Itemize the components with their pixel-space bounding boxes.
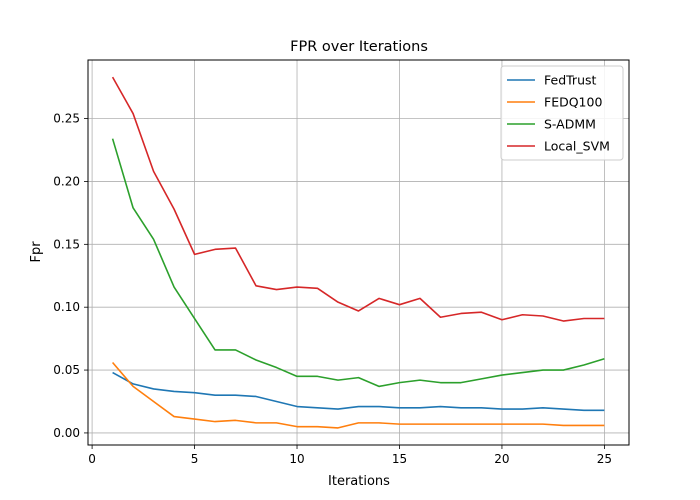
series-group [111, 76, 605, 429]
x-tick-label: 15 [392, 452, 407, 466]
x-tick-label: 0 [88, 452, 96, 466]
series-line-s-admm [111, 138, 605, 388]
legend: FedTrust FEDQ100 S-ADMM Local_SVM [500, 65, 624, 161]
series-line-local-svm [111, 76, 605, 322]
legend-label-fedtrust: FedTrust [544, 73, 597, 88]
y-axis-label: Fpr [29, 241, 44, 263]
plot-frame [87, 59, 630, 446]
y-tick-label: 0.25 [53, 112, 80, 126]
y-tick-label: 0.05 [53, 363, 80, 377]
chart-title: FPR over Iterations [290, 39, 428, 55]
legend-label-s-admm: S-ADMM [544, 117, 596, 132]
y-axis: 0.00 0.05 0.10 0.15 0.20 0.25 [53, 112, 88, 440]
legend-label-fedq100: FEDQ100 [544, 95, 602, 110]
x-tick-label: 10 [289, 452, 304, 466]
legend-box [500, 65, 624, 161]
series-line-fedtrust [112, 371, 605, 412]
legend-label-local-svm: Local_SVM [544, 139, 610, 154]
y-tick-label: 0.20 [53, 174, 80, 188]
y-tick-label: 0.00 [53, 426, 80, 440]
x-axis: 0 5 10 15 20 25 [88, 445, 612, 466]
series-line-fedq100 [111, 361, 605, 429]
x-tick-label: 20 [494, 452, 509, 466]
x-tick-label: 25 [597, 452, 612, 466]
y-tick-label: 0.10 [53, 300, 80, 314]
x-axis-label: Iterations [328, 474, 390, 489]
x-tick-label: 5 [191, 452, 199, 466]
y-tick-label: 0.15 [53, 237, 80, 251]
